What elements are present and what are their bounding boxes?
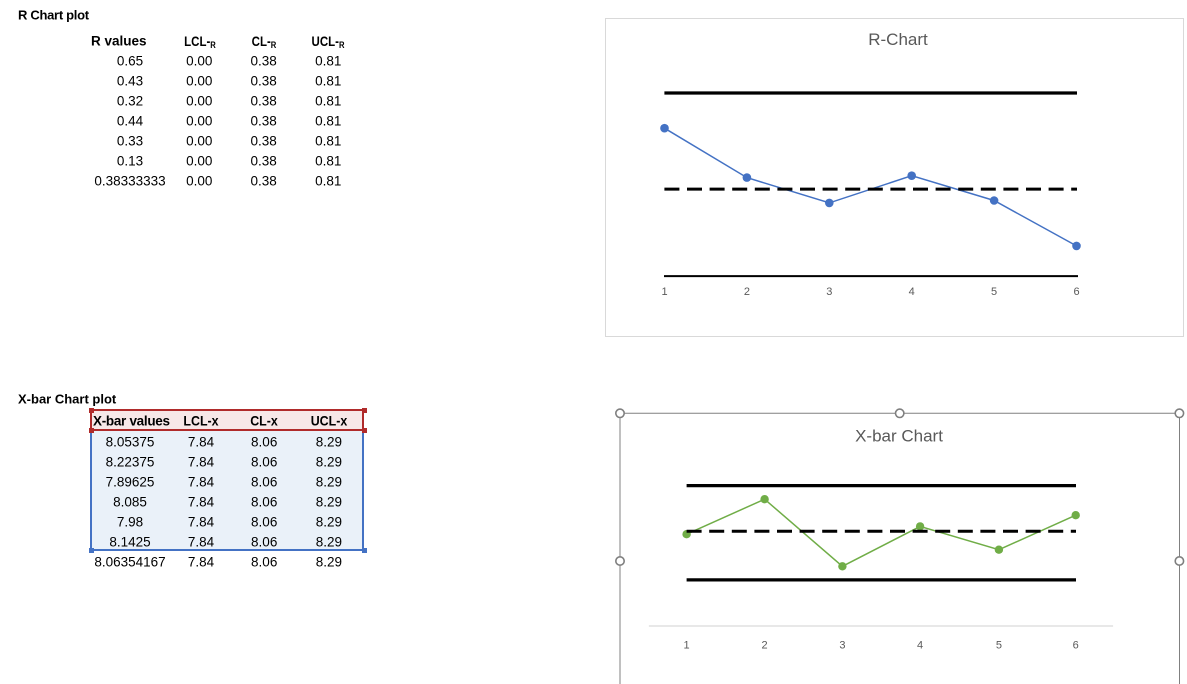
svg-text:1: 1: [684, 639, 690, 651]
svg-text:2: 2: [744, 286, 750, 298]
svg-text:2: 2: [762, 639, 768, 651]
svg-text:6: 6: [1073, 286, 1079, 298]
svg-text:R-Chart: R-Chart: [868, 30, 928, 49]
svg-text:1: 1: [661, 286, 667, 298]
svg-text:4: 4: [909, 286, 915, 298]
svg-text:4: 4: [917, 639, 923, 651]
svg-text:X-bar Chart: X-bar Chart: [855, 427, 943, 446]
svg-text:3: 3: [839, 639, 845, 651]
svg-text:6: 6: [1073, 639, 1079, 651]
svg-text:5: 5: [991, 286, 997, 298]
svg-text:3: 3: [826, 286, 832, 298]
svg-text:5: 5: [996, 639, 1002, 651]
